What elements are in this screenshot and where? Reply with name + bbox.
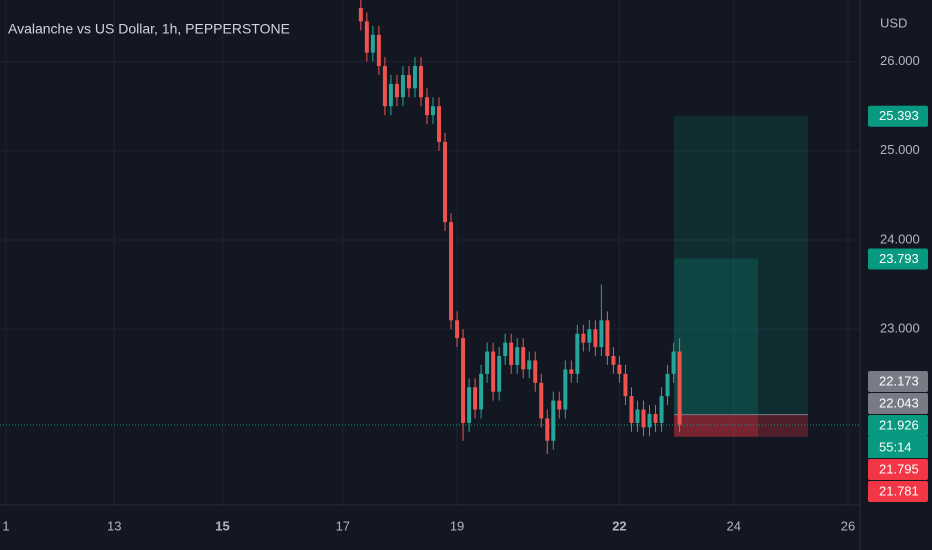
price-label-bg xyxy=(868,393,928,415)
candle-body xyxy=(647,413,652,428)
candle-body xyxy=(623,373,628,397)
candle-body xyxy=(653,413,658,423)
candle-body xyxy=(551,400,556,441)
target-zone xyxy=(674,115,808,415)
stop-zone-inner xyxy=(674,414,758,437)
candle-body xyxy=(671,351,676,374)
candle-body xyxy=(635,409,640,423)
candle-body xyxy=(491,351,496,392)
candle-body xyxy=(539,382,544,419)
currency-label: USD xyxy=(880,15,907,30)
candle-body xyxy=(641,409,646,428)
candle-body xyxy=(461,338,466,423)
candle-body xyxy=(665,373,670,397)
x-tick-label: 26 xyxy=(841,518,855,533)
price-label-bg xyxy=(868,105,928,127)
chart-title: Avalanche vs US Dollar, 1h, PEPPERSTONE xyxy=(8,21,290,37)
candle-body xyxy=(467,387,472,423)
candle-body xyxy=(431,106,436,116)
price-label-bg xyxy=(868,415,928,437)
candle-body xyxy=(593,329,598,348)
x-tick-label: 1 xyxy=(2,518,9,533)
x-tick-label: 24 xyxy=(726,518,740,533)
y-tick-label: 25.000 xyxy=(880,142,920,157)
candle-body xyxy=(394,83,399,98)
candle-body xyxy=(611,355,616,365)
candle-body xyxy=(382,66,387,107)
countdown: 55:14 xyxy=(879,439,912,454)
candle-body xyxy=(485,351,490,374)
candle-body xyxy=(412,66,417,89)
y-tick-label: 24.000 xyxy=(880,231,920,246)
candle-body xyxy=(424,97,429,116)
candle-body xyxy=(497,355,502,392)
candle-body xyxy=(521,347,526,370)
candle-body xyxy=(443,141,448,223)
candle-body xyxy=(677,351,682,425)
price-label: 21.926 xyxy=(879,417,919,432)
candle-body xyxy=(370,34,375,53)
price-label: 22.173 xyxy=(879,373,919,388)
x-tick-label: 19 xyxy=(450,518,464,533)
candle-body xyxy=(659,396,664,423)
stop-zone xyxy=(674,414,808,437)
candle-body xyxy=(473,387,478,410)
candle-body xyxy=(515,347,520,365)
candle-body xyxy=(587,329,592,343)
candle-body xyxy=(575,333,580,374)
candle-body xyxy=(605,320,610,356)
candle-body xyxy=(364,21,369,53)
price-label-bg xyxy=(868,459,928,481)
candle-body xyxy=(455,320,460,339)
countdown-bg xyxy=(868,436,928,459)
candle-body xyxy=(617,364,622,374)
x-tick-label: 17 xyxy=(336,518,350,533)
price-label-bg xyxy=(868,248,928,270)
candle-body xyxy=(449,222,454,321)
y-tick-label: 26.000 xyxy=(880,53,920,68)
candle-body xyxy=(569,369,574,374)
candle-body xyxy=(437,106,442,142)
candle-body xyxy=(376,34,381,67)
candle-body xyxy=(527,360,532,370)
candle-body xyxy=(388,83,393,107)
candle-body xyxy=(581,333,586,343)
candle-body xyxy=(358,8,363,22)
price-label: 21.795 xyxy=(879,461,919,476)
candle-body xyxy=(479,373,484,410)
candle-body xyxy=(545,418,550,441)
x-tick-label: 15 xyxy=(215,518,229,533)
price-label-bg xyxy=(868,481,928,503)
price-label: 21.781 xyxy=(879,483,919,498)
candle-body xyxy=(557,400,562,410)
price-label-bg xyxy=(868,371,928,393)
partial-target-zone xyxy=(674,258,758,415)
x-tick-label: 22 xyxy=(612,518,626,533)
price-label: 22.043 xyxy=(879,395,919,410)
price-label: 23.793 xyxy=(879,251,919,266)
candle-body xyxy=(400,74,405,98)
candle-body xyxy=(533,360,538,383)
candle-body xyxy=(563,369,568,410)
candle-body xyxy=(503,342,508,356)
price-label: 25.393 xyxy=(879,108,919,123)
x-tick-label: 13 xyxy=(107,518,121,533)
y-tick-label: 23.000 xyxy=(880,321,920,336)
candle-body xyxy=(418,66,423,98)
candle-body xyxy=(629,396,634,423)
candle-body xyxy=(406,74,411,89)
candle-body xyxy=(599,320,604,348)
candle-body xyxy=(509,342,514,365)
